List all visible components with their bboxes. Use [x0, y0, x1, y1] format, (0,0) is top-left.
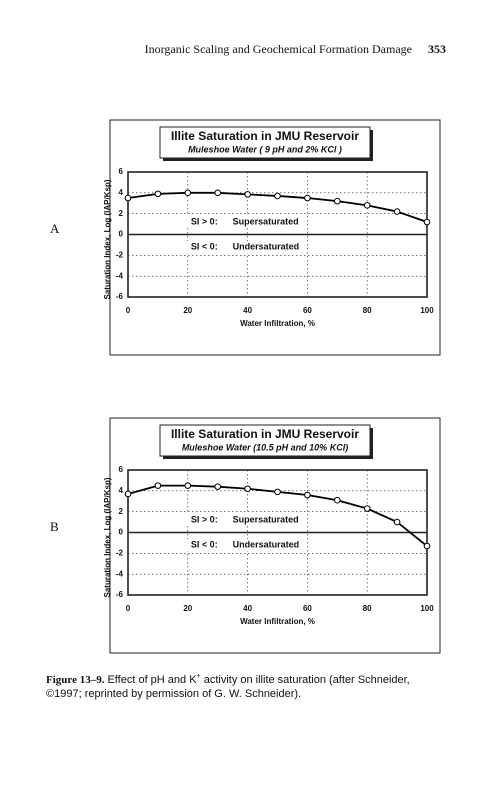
x-tick-label: 0: [126, 604, 131, 613]
y-axis-label: Saturation Index, Log (IAP/Ksp): [103, 179, 112, 299]
y-tick-label: 2: [119, 507, 124, 516]
series-point: [214, 189, 221, 197]
chart-frame: [109, 119, 441, 356]
x-tick-label: 60: [303, 604, 312, 613]
annotation-bg: [181, 241, 220, 253]
x-tick-label: 80: [363, 306, 372, 315]
series-point: [393, 518, 401, 526]
series-point: [184, 189, 192, 197]
chart-frame: [109, 417, 441, 654]
annotation: Supersaturated: [233, 216, 299, 226]
caption-sup: +: [197, 673, 201, 680]
annotation-bg: [230, 514, 303, 526]
caption-label: Figure 13–9.: [46, 674, 105, 686]
series-point: [423, 542, 431, 550]
series-point: [244, 485, 251, 493]
series-point: [304, 491, 311, 499]
y-tick-label: 0: [119, 528, 124, 537]
annotation-bg: [230, 241, 303, 253]
plot-frame: [127, 469, 428, 596]
caption: Figure 13–9. Effect of pH and K+ activity…: [46, 673, 410, 686]
chart-subtitle: Muleshoe Water ( 9 pH and 2% KCl ): [188, 144, 342, 154]
annotation: SI > 0:: [191, 216, 218, 226]
chart-subtitle: Muleshoe Water (10.5 pH and 10% KCl): [182, 442, 348, 452]
title-box: [159, 126, 371, 159]
series-point: [274, 488, 281, 496]
annotation-bg: [230, 539, 303, 551]
annotation-bg: [181, 216, 220, 228]
series-point: [124, 194, 132, 202]
annotation: SI < 0:: [191, 539, 218, 549]
series-point: [423, 218, 431, 226]
annotation: SI > 0:: [191, 514, 218, 524]
panel-label: B: [50, 519, 59, 534]
y-tick-label: -2: [116, 548, 124, 557]
series-point: [274, 192, 281, 200]
x-tick-label: 20: [183, 604, 192, 613]
series-point: [124, 490, 132, 498]
y-axis-label: Saturation Index, Log (IAP/Ksp): [103, 477, 112, 597]
series-point: [154, 190, 162, 198]
x-tick-label: 80: [363, 604, 372, 613]
x-axis-label: Water Infiltration, %: [240, 617, 315, 626]
annotation: Undersaturated: [233, 241, 300, 251]
annotation: Undersaturated: [233, 539, 300, 549]
y-tick-label: -4: [116, 569, 124, 578]
caption-text: Effect of pH and K: [107, 674, 197, 686]
series-point: [214, 483, 221, 490]
y-tick-label: 4: [119, 486, 124, 495]
y-tick-label: 2: [119, 209, 124, 218]
y-tick-label: -2: [116, 250, 124, 259]
title-box: [159, 424, 371, 457]
y-tick-label: -4: [116, 271, 124, 280]
y-tick-label: 0: [119, 230, 124, 239]
series-point: [393, 208, 401, 215]
annotation-bg: [181, 514, 220, 526]
annotation-bg: [181, 539, 220, 551]
x-tick-label: 100: [420, 306, 434, 315]
y-tick-label: 6: [119, 465, 124, 474]
page-number: 353: [428, 42, 446, 56]
plot-frame: [127, 171, 428, 298]
series-point: [363, 202, 371, 209]
series-point: [244, 191, 251, 198]
x-tick-label: 20: [183, 306, 192, 315]
x-tick-label: 100: [420, 604, 434, 613]
series-point: [334, 496, 341, 504]
chart-title: Illite Saturation in JMU Reservoir: [171, 129, 359, 143]
x-tick-label: 40: [243, 306, 252, 315]
caption-rest: activity on illite saturation (after Sch…: [201, 674, 410, 686]
series-point: [304, 194, 311, 202]
y-tick-label: 4: [119, 188, 124, 197]
annotation: Supersaturated: [233, 514, 299, 524]
y-tick-label: 6: [119, 167, 124, 176]
y-tick-label: -6: [116, 590, 124, 599]
x-axis-label: Water Infiltration, %: [240, 319, 315, 328]
annotation-bg: [230, 216, 303, 228]
series-point: [154, 482, 162, 489]
x-tick-label: 40: [243, 604, 252, 613]
chart-title: Illite Saturation in JMU Reservoir: [171, 427, 359, 441]
x-tick-label: 0: [126, 306, 131, 315]
annotation: SI < 0:: [191, 241, 218, 251]
y-tick-label: -6: [116, 292, 124, 301]
caption-line-2: ©1997; reprinted by permission of G. W. …: [46, 688, 301, 700]
running-header: Inorganic Scaling and Geochemical Format…: [145, 42, 412, 56]
panel-label: A: [50, 221, 60, 236]
series-point: [334, 197, 341, 205]
series-point: [363, 505, 371, 512]
x-tick-label: 60: [303, 306, 312, 315]
series-point: [184, 482, 192, 489]
